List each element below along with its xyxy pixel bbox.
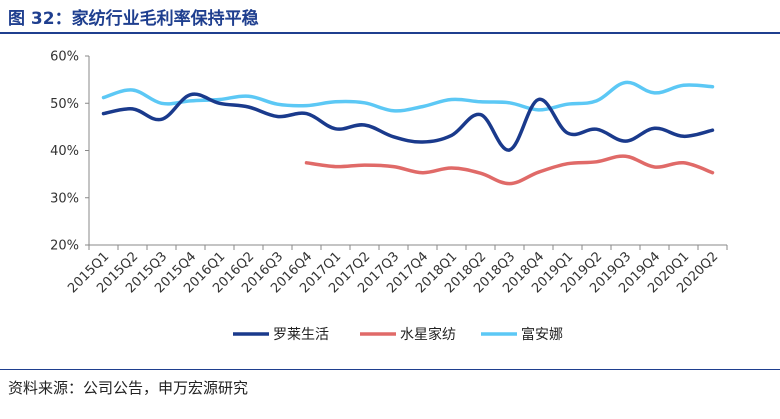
title-rule (0, 32, 780, 34)
y-tick-label: 20% (50, 239, 79, 254)
legend-label: 富安娜 (521, 326, 563, 343)
source-rule (0, 369, 780, 370)
y-tick-label: 60% (50, 50, 79, 65)
source-note: 资料来源：公司公告，申万宏源研究 (8, 379, 249, 397)
series-line-1 (101, 92, 715, 152)
legend-label: 罗莱生活 (273, 327, 329, 343)
figure-title: 图 32：家纺行业毛利率保持平稳 (8, 9, 259, 29)
y-tick-label: 40% (50, 144, 79, 159)
series-line-2 (304, 154, 715, 186)
legend-label: 水星家纺 (400, 326, 456, 343)
y-tick-label: 30% (50, 191, 79, 206)
series-line-3 (101, 80, 715, 113)
y-tick-label: 50% (50, 97, 79, 112)
line-chart: 20%30%40%50%60%2015Q12015Q22015Q32015Q42… (50, 50, 728, 343)
